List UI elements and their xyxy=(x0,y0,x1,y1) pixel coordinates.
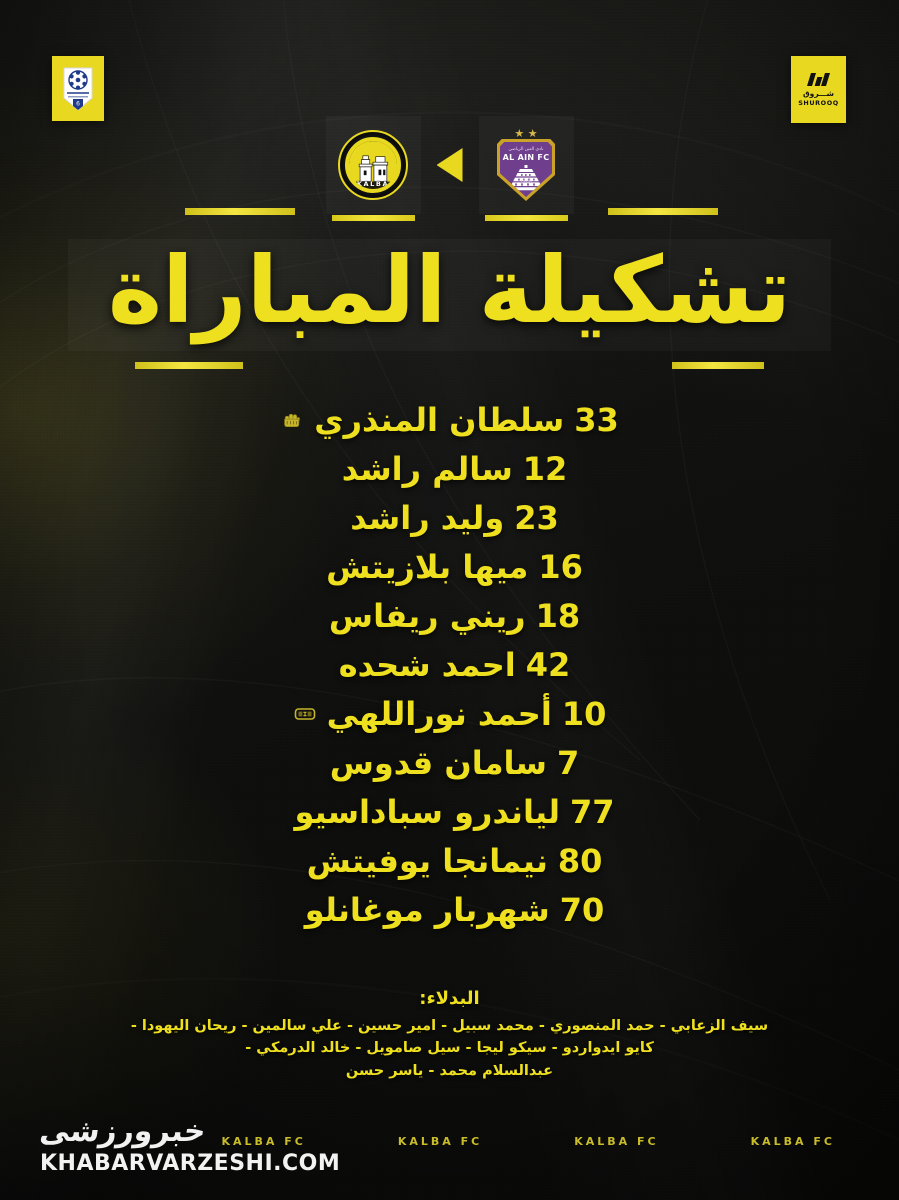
matchup-crests: ★ ★ نادي العين الرياضي AL AIN FC xyxy=(0,116,899,221)
kalba-arabic-name: كـلـبـاء xyxy=(349,141,397,142)
list-item: 77 لياندرو سباداسيو xyxy=(284,787,614,836)
player-number: 18 xyxy=(535,596,581,635)
substitutes-line: كايو ايدواردو - سيكو ليجا - سيل صامويل -… xyxy=(245,1040,654,1057)
al-ain-founded-year: 1968 xyxy=(520,179,532,184)
al-ain-crest-icon: ★ ★ نادي العين الرياضي AL AIN FC xyxy=(495,128,557,202)
shurooq-mark-icon xyxy=(807,71,830,87)
list-item: 10 أحمد نوراللهي xyxy=(293,689,607,738)
player-name: سلطان المنذري xyxy=(314,400,565,439)
player-number: 23 xyxy=(514,498,559,537)
player-name: ميها بلازيتش xyxy=(326,547,529,586)
substitutes-section: البدلاء: سيف الزعابي - حمد المنصوري - مح… xyxy=(0,988,899,1082)
player-name: لياندرو سباداسيو xyxy=(294,792,561,831)
away-team-crest-cell: كـلـبـاء xyxy=(326,116,421,221)
al-ain-stars: ★ ★ xyxy=(514,127,538,140)
player-name: ريني ريفاس xyxy=(328,596,526,635)
uae-pro-league-shield-icon: 6 xyxy=(63,67,93,111)
player-name: شهربار موغانلو xyxy=(304,890,550,929)
list-item: 12 سالم راشد xyxy=(332,444,568,493)
substitutes-title: البدلاء: xyxy=(419,988,480,1009)
away-crest-underbar xyxy=(331,215,415,221)
footer-tag: KALBA FC xyxy=(397,1135,483,1148)
home-crest-underbar xyxy=(484,215,568,221)
kalba-crest-icon: كـلـبـاء xyxy=(338,130,408,200)
title-rule-top-right xyxy=(608,208,718,215)
player-name: أحمد نوراللهي xyxy=(326,694,552,733)
player-name: سالم راشد xyxy=(341,449,513,488)
player-number: 12 xyxy=(522,449,568,488)
footer-tag-row: KALBA FC KALBA FC KALBA FC KALBA FC xyxy=(0,1135,899,1148)
list-item: 16 ميها بلازيتش xyxy=(316,542,583,591)
list-item: 7 سامان قدوس xyxy=(320,738,580,787)
al-ain-tower-icon xyxy=(511,165,541,191)
title-rule-bottom-right xyxy=(672,362,764,369)
watermark-persian-label: خبرورزشی xyxy=(37,1114,209,1149)
list-item: 80 نيمانجا يوفيتش xyxy=(297,836,603,885)
footer-tag: KALBA FC xyxy=(574,1135,659,1148)
shurooq-sponsor-badge: شـــروق SHUROOQ xyxy=(791,56,846,123)
list-item: 33 سلطان المنذري xyxy=(280,395,619,444)
player-number: 80 xyxy=(557,841,603,880)
kalba-english-name: KALBA xyxy=(356,180,390,188)
starting-lineup-list: 33 سلطان المنذري 12 xyxy=(0,395,899,934)
player-number: 70 xyxy=(559,890,605,929)
player-number: 16 xyxy=(538,547,583,586)
shurooq-english-label: SHUROOQ xyxy=(798,98,839,107)
substitutes-line: عبدالسلام محمد - ياسر حسن xyxy=(345,1062,554,1079)
al-ain-arabic-name: نادي العين الرياضي xyxy=(508,147,544,152)
captain-armband-icon xyxy=(293,704,317,724)
list-item: 70 شهربار موغانلو xyxy=(295,885,605,934)
kalba-fort-icon xyxy=(349,141,397,189)
list-item: 42 احمد شحده xyxy=(329,640,571,689)
player-name: احمد شحده xyxy=(338,645,516,684)
footer: KALBA FC KALBA FC KALBA FC KALBA FC خبرو… xyxy=(0,1090,899,1200)
player-name: نيمانجا يوفيتش xyxy=(306,841,548,880)
title-rule-top-left xyxy=(185,208,295,215)
shurooq-arabic-label: شـــروق xyxy=(802,89,835,99)
player-number: 77 xyxy=(570,792,615,831)
player-name: سامان قدوس xyxy=(329,743,547,782)
footer-tag: KALBA FC xyxy=(750,1135,835,1148)
list-item: 18 ريني ريفاس xyxy=(319,591,580,640)
page-title: تشكيلة المباراة xyxy=(68,239,831,351)
player-number: 33 xyxy=(574,400,619,439)
footer-tag: KALBA FC xyxy=(221,1135,306,1148)
svg-text:6: 6 xyxy=(76,100,80,107)
player-name: وليد راشد xyxy=(350,498,505,537)
home-team-crest-cell: ★ ★ نادي العين الرياضي AL AIN FC xyxy=(479,116,574,221)
substitutes-line: سيف الزعابي - حمد المنصوري - محمد سبيل -… xyxy=(130,1018,769,1034)
title-rule-bottom-left xyxy=(135,362,243,369)
al-ain-english-name: AL AIN FC xyxy=(502,153,550,162)
list-item: 23 وليد راشد xyxy=(340,493,558,542)
watermark-site-label: KHABARVARZESHI.COM xyxy=(40,1151,341,1176)
goalkeeper-glove-icon xyxy=(280,410,304,430)
watermark-logo: خبرورزشی KHABARVARZESHI.COM xyxy=(37,1114,341,1176)
player-number: 10 xyxy=(561,694,607,733)
player-number: 7 xyxy=(557,743,580,782)
player-number: 42 xyxy=(525,645,571,684)
title-block: تشكيلة المباراة xyxy=(0,208,899,369)
vs-arrow-icon xyxy=(436,148,463,182)
league-sponsor-badge: 6 xyxy=(52,56,104,121)
